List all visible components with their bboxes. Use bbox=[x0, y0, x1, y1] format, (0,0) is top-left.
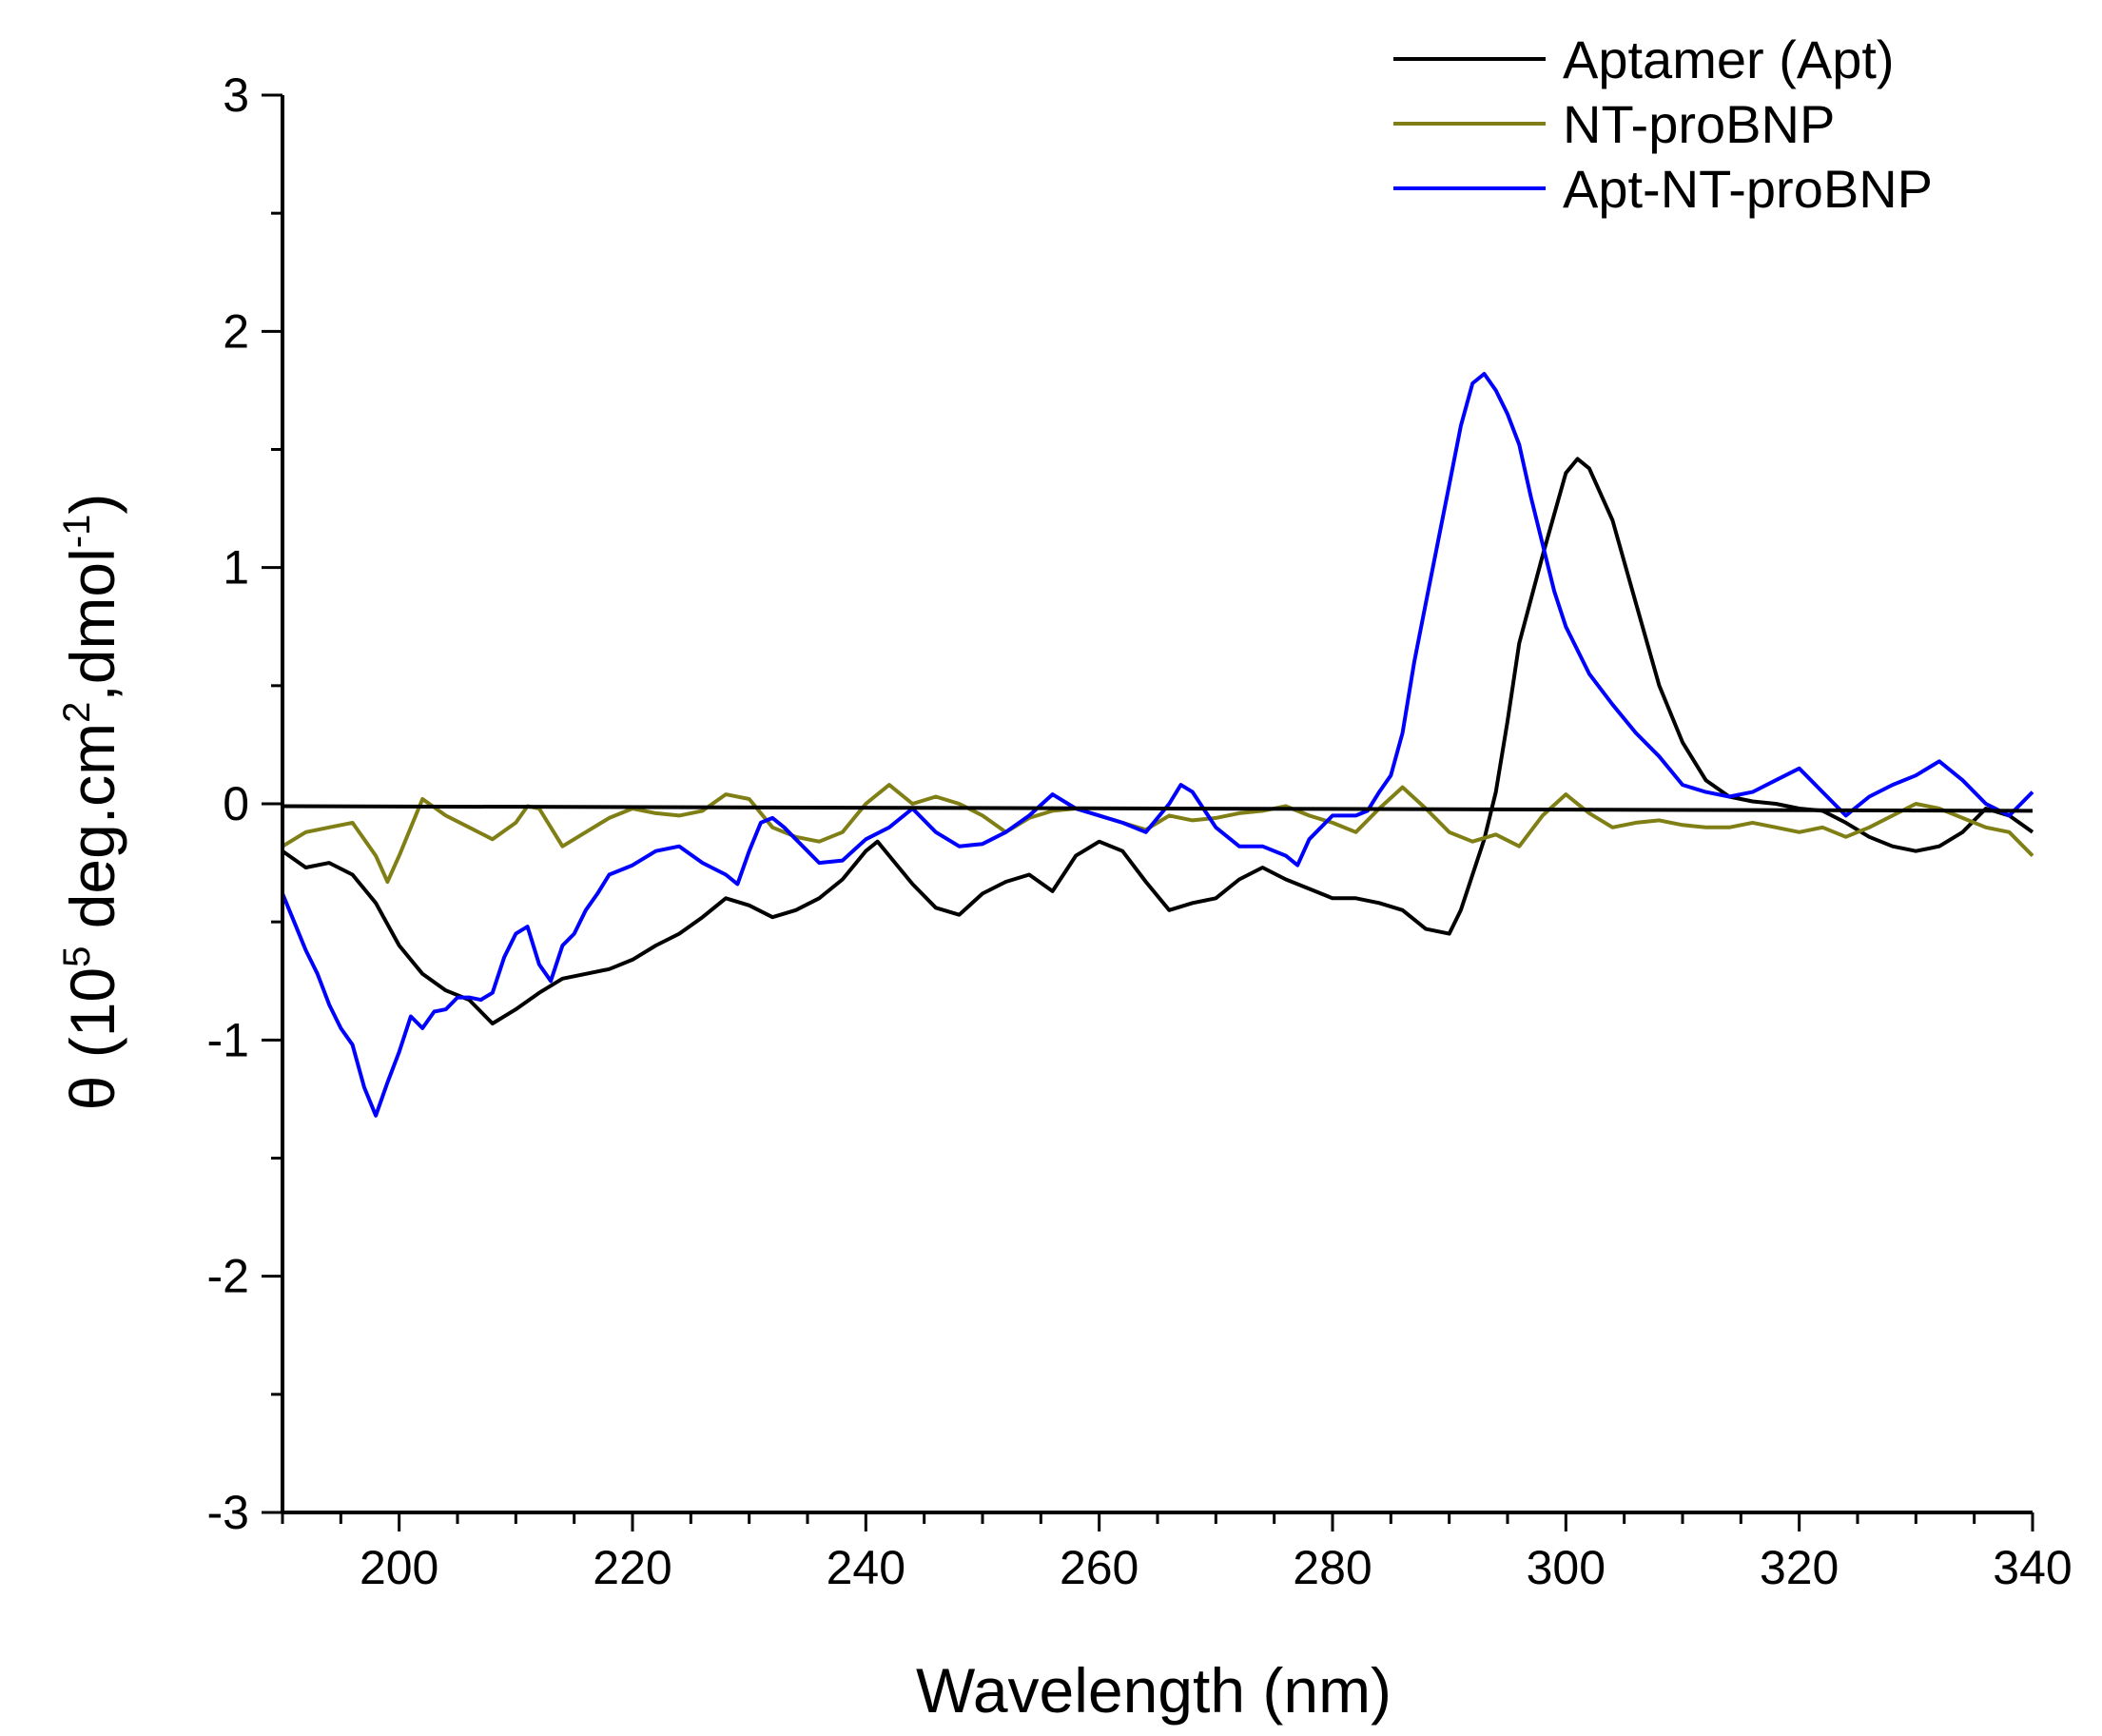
series-line-nt-probnp bbox=[281, 783, 2034, 884]
y-tick-label: 3 bbox=[223, 68, 249, 122]
series-line-baseline bbox=[282, 804, 2034, 813]
legend-label: NT-proBNP bbox=[1563, 94, 1835, 154]
legend-label: Apt-NT-proBNP bbox=[1563, 159, 1933, 219]
y-tick-label: 2 bbox=[223, 304, 249, 358]
x-tick-label: 320 bbox=[1760, 1541, 1839, 1594]
y-axis-title: θ (105 deg.cm2,dmol-1) bbox=[56, 494, 127, 1111]
y-tick-label: 1 bbox=[223, 541, 249, 595]
x-tick-label: 300 bbox=[1527, 1541, 1606, 1594]
x-axis-title: Wavelength (nm) bbox=[916, 1655, 1392, 1726]
y-tick-label: -3 bbox=[207, 1486, 249, 1539]
series-line-aptamer-apt bbox=[281, 457, 2034, 1025]
x-axis: 200 220 240 260 280 300 320 340 bbox=[281, 1511, 2073, 1594]
plot-area bbox=[281, 372, 2034, 1118]
x-tick-label: 280 bbox=[1293, 1541, 1372, 1594]
y-tick-label: -1 bbox=[207, 1013, 249, 1066]
x-tick-label: 240 bbox=[827, 1541, 905, 1594]
x-tick-label: 260 bbox=[1060, 1541, 1139, 1594]
x-tick-label: 220 bbox=[593, 1541, 671, 1594]
x-tick-label: 340 bbox=[1993, 1541, 2072, 1594]
legend-label: Aptamer (Apt) bbox=[1563, 29, 1895, 89]
y-axis: -3 -2 -1 0 1 2 3 bbox=[207, 68, 284, 1539]
y-tick-label: 0 bbox=[223, 777, 249, 830]
series-line-apt-nt-probnp bbox=[281, 372, 2034, 1118]
x-tick-label: 200 bbox=[360, 1541, 438, 1594]
y-tick-label: -2 bbox=[207, 1250, 249, 1303]
